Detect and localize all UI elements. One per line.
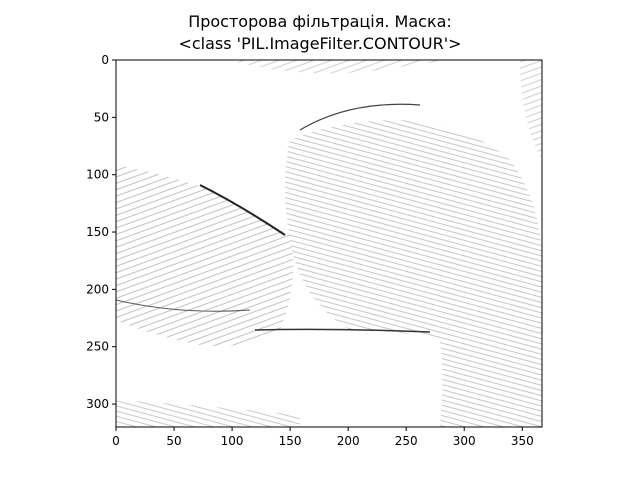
x-tick-label: 100 [221, 434, 244, 448]
y-axis: 0 50 100 150 200 250 300 [86, 53, 116, 411]
y-tick-label: 0 [101, 53, 109, 67]
x-tick-label: 200 [337, 434, 360, 448]
y-tick-label: 250 [86, 340, 109, 354]
x-axis: 0 50 100 150 200 250 300 350 [112, 427, 534, 448]
x-tick-label: 350 [511, 434, 534, 448]
x-tick-label: 250 [395, 434, 418, 448]
filtered-image [116, 60, 542, 427]
axes-frame [115, 59, 543, 428]
x-tick-label: 150 [279, 434, 302, 448]
y-tick-label: 100 [86, 168, 109, 182]
y-tick-label: 300 [86, 397, 109, 411]
x-tick-label: 50 [166, 434, 181, 448]
x-tick-label: 300 [453, 434, 476, 448]
x-tick-label: 0 [112, 434, 120, 448]
figure-title-line-2: <class 'PIL.ImageFilter.CONTOUR'> [178, 34, 462, 53]
y-tick-label: 150 [86, 225, 109, 239]
figure-title-line-1: Просторова фільтрація. Маска: [188, 12, 452, 31]
y-tick-label: 50 [94, 110, 109, 124]
y-tick-label: 200 [86, 282, 109, 296]
